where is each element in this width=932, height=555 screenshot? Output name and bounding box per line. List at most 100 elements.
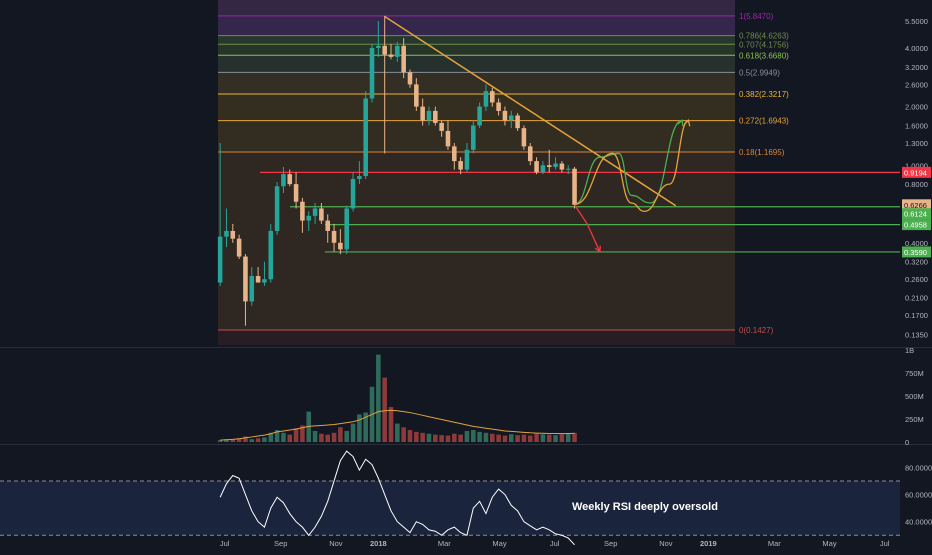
candle-body bbox=[521, 128, 527, 147]
price-tick-label: 4.0000 bbox=[905, 44, 928, 53]
volume-bar bbox=[382, 377, 387, 442]
volume-bar bbox=[268, 432, 274, 442]
volume-bar bbox=[515, 435, 520, 442]
time-tick-label: Jul bbox=[880, 539, 890, 548]
candle-body bbox=[300, 201, 305, 221]
candle-body bbox=[249, 276, 255, 302]
candle-body bbox=[376, 45, 381, 48]
volume-bar bbox=[433, 434, 438, 442]
volume-bar bbox=[426, 433, 432, 442]
time-tick-label: Jul bbox=[550, 539, 560, 548]
price-tick-label: 0.2600 bbox=[905, 275, 928, 284]
volume-bar bbox=[496, 434, 501, 442]
volume-bar bbox=[217, 440, 223, 442]
candle-body bbox=[236, 238, 242, 257]
volume-bar bbox=[521, 434, 527, 442]
time-tick-label: Sep bbox=[604, 539, 617, 548]
candle-body bbox=[224, 230, 229, 237]
candle-body bbox=[287, 174, 293, 185]
volume-bar bbox=[502, 435, 508, 442]
candle-body bbox=[363, 98, 368, 177]
price-tag-label: 0.6124 bbox=[904, 210, 927, 219]
candle-body bbox=[338, 242, 343, 250]
time-tick-label: May bbox=[822, 539, 836, 548]
volume-bar bbox=[249, 439, 255, 442]
candle-body bbox=[553, 163, 558, 167]
time-tick-label: Nov bbox=[329, 539, 343, 548]
candle-body bbox=[426, 110, 432, 121]
candle-body bbox=[382, 45, 387, 55]
volume-bar bbox=[508, 434, 514, 442]
volume-bar bbox=[420, 432, 425, 442]
volume-tick-label: 750M bbox=[905, 369, 924, 378]
candle-body bbox=[534, 161, 539, 173]
volume-bar bbox=[338, 427, 343, 442]
candle-body bbox=[471, 125, 476, 150]
candle-body bbox=[515, 115, 520, 129]
price-tag-bg bbox=[902, 246, 931, 258]
candle-body bbox=[401, 45, 406, 73]
candle-body bbox=[369, 47, 375, 99]
volume-bar bbox=[458, 434, 463, 442]
fib-level-label: 0.786(4.6263) bbox=[739, 32, 789, 41]
volume-bar bbox=[483, 432, 489, 442]
candle-body bbox=[255, 276, 261, 283]
candle-body bbox=[281, 174, 286, 187]
volume-bar bbox=[553, 435, 558, 442]
volume-ma-line bbox=[220, 409, 575, 441]
projection-arrowhead bbox=[594, 245, 601, 253]
price-tick-label: 0.8000 bbox=[905, 180, 928, 189]
volume-bar bbox=[445, 435, 451, 442]
price-tick-label: 1.0000 bbox=[905, 161, 928, 170]
candle-body bbox=[489, 91, 495, 103]
candle-body bbox=[572, 168, 577, 205]
rsi-band bbox=[0, 480, 900, 536]
candle-body bbox=[395, 45, 400, 57]
volume-bar bbox=[319, 433, 324, 442]
candle-body bbox=[496, 102, 501, 111]
price-tick-label: 0.3200 bbox=[905, 258, 928, 267]
volume-bar bbox=[407, 430, 413, 442]
time-tick-label: Sep bbox=[274, 539, 287, 548]
price-tag-label: 0.3590 bbox=[904, 248, 927, 257]
candle-body bbox=[268, 230, 274, 280]
volume-bar bbox=[572, 432, 577, 442]
volume-bar bbox=[471, 430, 476, 442]
price-tick-label: 1.3000 bbox=[905, 139, 928, 148]
candle-body bbox=[439, 122, 444, 131]
price-tag-bg bbox=[902, 166, 931, 178]
volume-tick-label: 1B bbox=[905, 346, 914, 355]
time-tick-label: 2019 bbox=[700, 539, 717, 548]
candle-body bbox=[243, 256, 248, 302]
rsi-tick-label: 60.0000 bbox=[905, 491, 932, 500]
fib-level-label: 0.382(2.3217) bbox=[739, 90, 789, 99]
fib-level-label: 1(5.8470) bbox=[739, 12, 774, 21]
candle-body bbox=[357, 176, 362, 180]
time-tick-label: Mar bbox=[438, 539, 451, 548]
volume-bar bbox=[376, 354, 381, 442]
volume-bar bbox=[255, 438, 261, 442]
projection-arrowhead bbox=[683, 119, 691, 127]
volume-bar bbox=[293, 428, 299, 442]
candle-body bbox=[414, 84, 419, 107]
price-tag-bg bbox=[902, 199, 931, 211]
volume-bar bbox=[363, 412, 368, 442]
price-tick-label: 0.1350 bbox=[905, 331, 928, 340]
projection-bullish-green bbox=[574, 119, 683, 205]
fib-band bbox=[218, 44, 735, 56]
price-tick-label: 5.5000 bbox=[905, 17, 928, 26]
candle-body bbox=[477, 106, 482, 126]
candle-body bbox=[546, 165, 552, 167]
candle-body bbox=[217, 236, 223, 283]
fib-level-label: 0.618(3.6680) bbox=[739, 51, 789, 60]
candle-body bbox=[230, 230, 236, 239]
volume-bar bbox=[224, 439, 229, 442]
volume-bar bbox=[350, 423, 356, 442]
volume-bar bbox=[546, 434, 552, 442]
price-tick-label: 0.1700 bbox=[905, 311, 928, 320]
fib-band-top bbox=[218, 0, 735, 16]
volume-bar bbox=[452, 433, 457, 442]
projection-arrowhead bbox=[677, 119, 684, 127]
